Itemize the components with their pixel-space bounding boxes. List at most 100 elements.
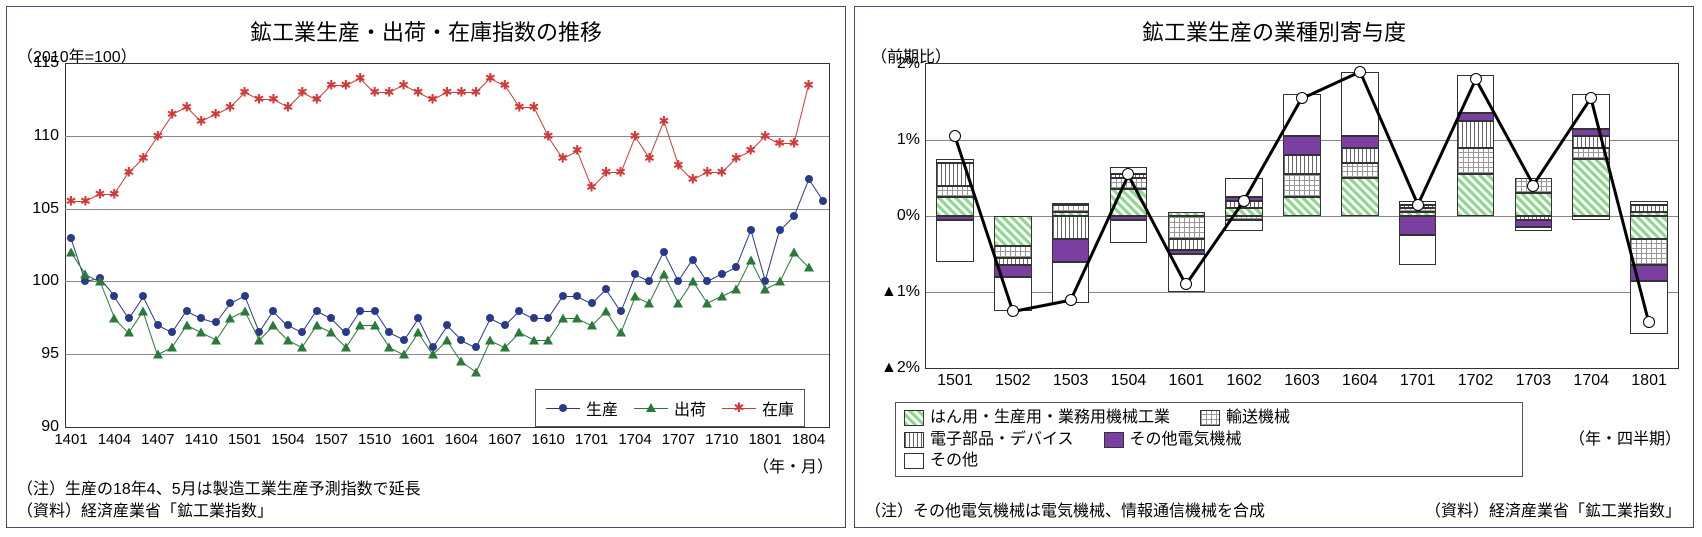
left-chart-panel: 鉱工業生産・出荷・在庫指数の推移 （2010年=100） 90951001051… xyxy=(6,6,846,528)
chart2-ytick: 2% xyxy=(897,55,926,73)
bar-seg-other_elec xyxy=(1052,239,1090,262)
bar-seg-elec_parts xyxy=(994,258,1032,266)
chart1-xtick: 1404 xyxy=(98,427,131,448)
chart2-ytick: ▲1% xyxy=(881,283,926,301)
chart1-xtick: 1701 xyxy=(575,427,608,448)
chart1-xtick: 1710 xyxy=(705,427,738,448)
chart2-line-marker xyxy=(1354,66,1366,78)
bar-seg-transport xyxy=(1341,163,1379,178)
chart2-ytick: 0% xyxy=(897,207,926,225)
chart1-xtick: 1604 xyxy=(445,427,478,448)
chart2-line-marker xyxy=(1007,305,1019,317)
chart2-xtick: 1604 xyxy=(1342,368,1378,390)
bar-seg-machinery xyxy=(936,197,974,216)
legend2-item-other: その他 xyxy=(904,450,978,472)
bar-seg-other xyxy=(936,159,974,163)
chart1-ytick: 105 xyxy=(32,200,65,218)
chart2-line-marker xyxy=(1296,92,1308,104)
chart2-ytick: ▲2% xyxy=(881,359,926,377)
chart2-xtick: 1702 xyxy=(1458,368,1494,390)
chart2-line-marker xyxy=(949,130,961,142)
bar-seg-machinery xyxy=(1457,174,1495,216)
chart2-plot-area: ▲2%▲1%0%1%2%1501150215031504160116021603… xyxy=(925,63,1679,369)
chart2-xtick: 1603 xyxy=(1284,368,1320,390)
chart2-xtick: 1502 xyxy=(995,368,1031,390)
chart2-xtick: 1501 xyxy=(937,368,973,390)
bar-seg-elec_parts xyxy=(1457,121,1495,148)
chart1-xtick: 1504 xyxy=(271,427,304,448)
bar-seg-other xyxy=(1515,227,1553,231)
chart1-xtick: 1507 xyxy=(315,427,348,448)
chart1-xtick: 1707 xyxy=(662,427,695,448)
chart2-line-marker xyxy=(1470,73,1482,85)
chart1-note1: （注）生産の18年4、5月は製造工業生産予測指数で延長 xyxy=(17,475,421,499)
chart1-xtick: 1610 xyxy=(532,427,565,448)
chart1-plot-area: 9095100105110115140114041407141015011504… xyxy=(65,63,829,427)
chart2-note1: （注）その他電気機械は電気機械、情報通信機械を合成 xyxy=(865,497,1265,521)
bar-seg-elec_parts xyxy=(1168,239,1206,250)
bar-seg-transport xyxy=(1630,239,1668,266)
chart2-line-marker xyxy=(1412,199,1424,211)
bar-seg-machinery xyxy=(1341,178,1379,216)
chart1-note2: （資料）経済産業省「鉱工業指数」 xyxy=(17,497,273,521)
right-chart-panel: 鉱工業生産の業種別寄与度 （前期比） ▲2%▲1%0%1%2%150115021… xyxy=(854,6,1694,528)
chart2-title: 鉱工業生産の業種別寄与度 xyxy=(855,15,1693,47)
chart1-xtick: 1401 xyxy=(54,427,87,448)
bar-seg-transport xyxy=(1283,174,1321,197)
chart2-xtick: 1703 xyxy=(1516,368,1552,390)
chart1-xtick: 1601 xyxy=(401,427,434,448)
bar-seg-machinery xyxy=(1283,197,1321,216)
chart1-ytick: 95 xyxy=(41,345,65,363)
bar-seg-machinery xyxy=(1572,159,1610,216)
chart2-xtick: 1801 xyxy=(1631,368,1667,390)
bar-seg-transport xyxy=(1457,148,1495,175)
chart2-xtick: 1504 xyxy=(1111,368,1147,390)
chart2-xtick: 1503 xyxy=(1053,368,1089,390)
chart2-legend: はん用・生産用・業務用機械工業 輸送機械電子部品・デバイス その他電気機械その他 xyxy=(895,402,1523,477)
chart2-xlabel: （年・四半期） xyxy=(1569,425,1681,449)
legend2-item-transport: 輸送機械 xyxy=(1200,407,1290,429)
legend2-item-machinery: はん用・生産用・業務用機械工業 xyxy=(904,407,1170,429)
bar-seg-other_elec xyxy=(1341,136,1379,147)
bar-seg-machinery xyxy=(1630,216,1668,239)
bar-seg-other xyxy=(936,220,974,262)
chart1-xlabel: （年・月） xyxy=(753,453,833,477)
chart1-ytick: 110 xyxy=(33,127,65,145)
chart2-note2: （資料）経済産業省「鉱工業指数」 xyxy=(1425,497,1681,521)
bar-seg-other_elec xyxy=(1457,113,1495,121)
chart2-xtick: 1602 xyxy=(1226,368,1262,390)
legend2-item-other_elec: その他電気機械 xyxy=(1104,429,1242,451)
legend2-item-elec_parts: 電子部品・デバイス xyxy=(904,429,1074,451)
chart1-xtick: 1510 xyxy=(358,427,391,448)
chart1-legend: 生産 出荷 ✱在庫 xyxy=(535,389,805,427)
bar-seg-other xyxy=(1572,216,1610,220)
chart1-ytick: 115 xyxy=(33,54,65,72)
bar-seg-transport xyxy=(936,186,974,197)
legend-label: 在庫 xyxy=(762,396,794,420)
bar-seg-other_elec xyxy=(1572,129,1610,137)
chart2-line-marker xyxy=(1238,195,1250,207)
legend-item-inventory: ✱在庫 xyxy=(722,396,794,420)
bar-seg-other xyxy=(1399,235,1437,265)
bar-seg-elec_parts xyxy=(1341,148,1379,163)
bar-seg-machinery xyxy=(994,216,1032,246)
legend-label: 出荷 xyxy=(674,396,706,420)
chart1-xtick: 1410 xyxy=(184,427,217,448)
bar-seg-transport xyxy=(1052,205,1090,213)
chart2-ytick: 1% xyxy=(897,131,926,149)
chart1-xtick: 1407 xyxy=(141,427,174,448)
chart2-line-marker xyxy=(1180,278,1192,290)
chart2-line-marker xyxy=(1643,316,1655,328)
chart1-xtick: 1501 xyxy=(228,427,261,448)
chart2-line-marker xyxy=(1122,168,1134,180)
bar-seg-other_elec xyxy=(1399,216,1437,235)
chart2-xtick: 1704 xyxy=(1573,368,1609,390)
bar-seg-elec_parts xyxy=(1630,205,1668,213)
bar-seg-elec_parts xyxy=(1052,216,1090,239)
bar-seg-other_elec xyxy=(1515,220,1553,228)
chart2-line-marker xyxy=(1527,180,1539,192)
chart2-line-marker xyxy=(1065,294,1077,306)
legend-item-production: 生産 xyxy=(546,396,618,420)
bar-seg-other xyxy=(1630,201,1668,205)
bar-seg-transport xyxy=(1168,216,1206,239)
